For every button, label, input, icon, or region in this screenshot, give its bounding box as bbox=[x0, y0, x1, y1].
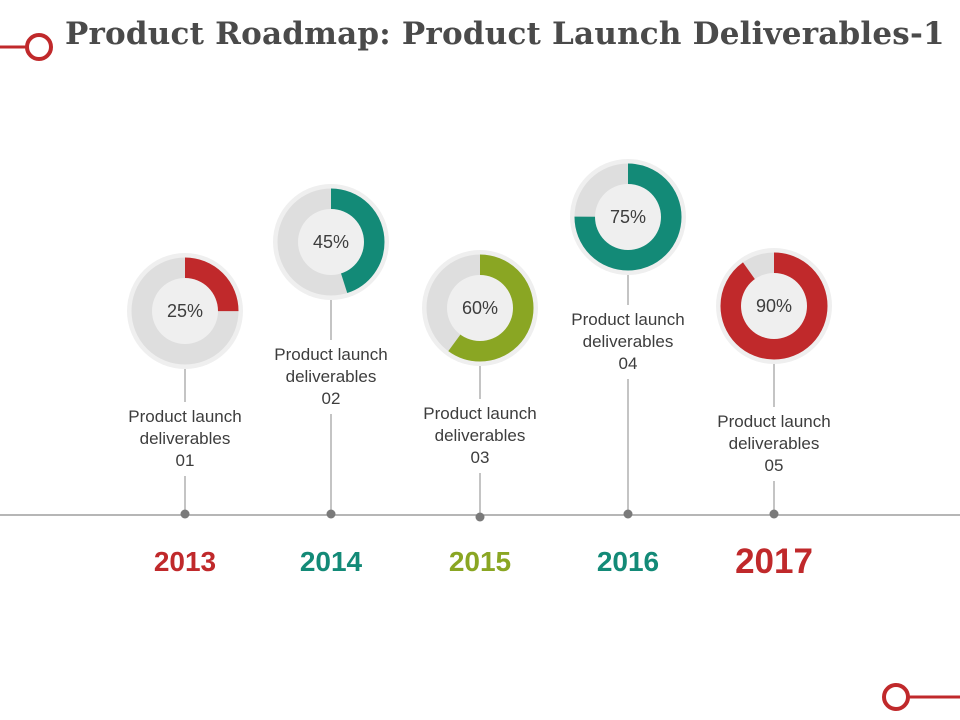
donut-center bbox=[447, 275, 513, 341]
milestone-label: Product launch deliverables 05 bbox=[704, 411, 844, 477]
milestone-label-line: 02 bbox=[321, 389, 341, 408]
timeline-dot bbox=[475, 512, 485, 522]
milestone-label: Product launch deliverables 03 bbox=[410, 403, 550, 469]
milestone-label-line: 05 bbox=[764, 456, 784, 475]
donut-center bbox=[741, 273, 807, 339]
year-label: 2013 bbox=[153, 546, 217, 577]
milestone-label: Product launch deliverables 01 bbox=[115, 406, 255, 472]
year-label: 2014 bbox=[299, 546, 363, 577]
milestone-label-line: Product launch bbox=[128, 407, 242, 426]
slide-title: Product Roadmap: Product Launch Delivera… bbox=[65, 16, 945, 52]
milestone-label-line: deliverables bbox=[285, 367, 377, 386]
milestone-label-line: deliverables bbox=[582, 332, 674, 351]
milestone-label-line: Product launch bbox=[423, 404, 537, 423]
timeline-dot bbox=[180, 509, 190, 519]
percent-label: 90% bbox=[755, 296, 793, 316]
donut-progress-arc bbox=[574, 163, 682, 271]
percent-label: 60% bbox=[461, 298, 499, 318]
donut-progress-arc bbox=[720, 252, 828, 360]
year-label: 2016 bbox=[596, 546, 660, 577]
year-label: 2015 bbox=[448, 546, 512, 577]
donut-progress-arc bbox=[426, 254, 534, 362]
donut-progress-arc bbox=[277, 188, 385, 296]
milestone-label: Product launch deliverables 02 bbox=[261, 344, 401, 410]
milestone-label-line: Product launch bbox=[274, 345, 388, 364]
milestone-label-line: deliverables bbox=[728, 434, 820, 453]
milestone-label-line: 01 bbox=[175, 451, 195, 470]
donut-center bbox=[152, 278, 218, 344]
timeline-dot bbox=[326, 509, 336, 519]
milestone-label-line: deliverables bbox=[434, 426, 526, 445]
donut-progress-arc bbox=[131, 257, 239, 365]
percent-label: 25% bbox=[166, 301, 204, 321]
timeline-dot bbox=[769, 509, 779, 519]
milestone-label: Product launch deliverables 04 bbox=[558, 309, 698, 375]
milestone-label-line: 03 bbox=[470, 448, 490, 467]
timeline-dot bbox=[623, 509, 633, 519]
milestone-label-line: Product launch bbox=[571, 310, 685, 329]
donut-center bbox=[595, 184, 661, 250]
year-label: 2017 bbox=[735, 542, 813, 581]
milestone-label-line: Product launch bbox=[717, 412, 831, 431]
donut-center bbox=[298, 209, 364, 275]
milestone-label-line: 04 bbox=[618, 354, 638, 373]
percent-label: 45% bbox=[312, 232, 350, 252]
percent-label: 75% bbox=[609, 207, 647, 227]
milestone-label-line: deliverables bbox=[139, 429, 231, 448]
